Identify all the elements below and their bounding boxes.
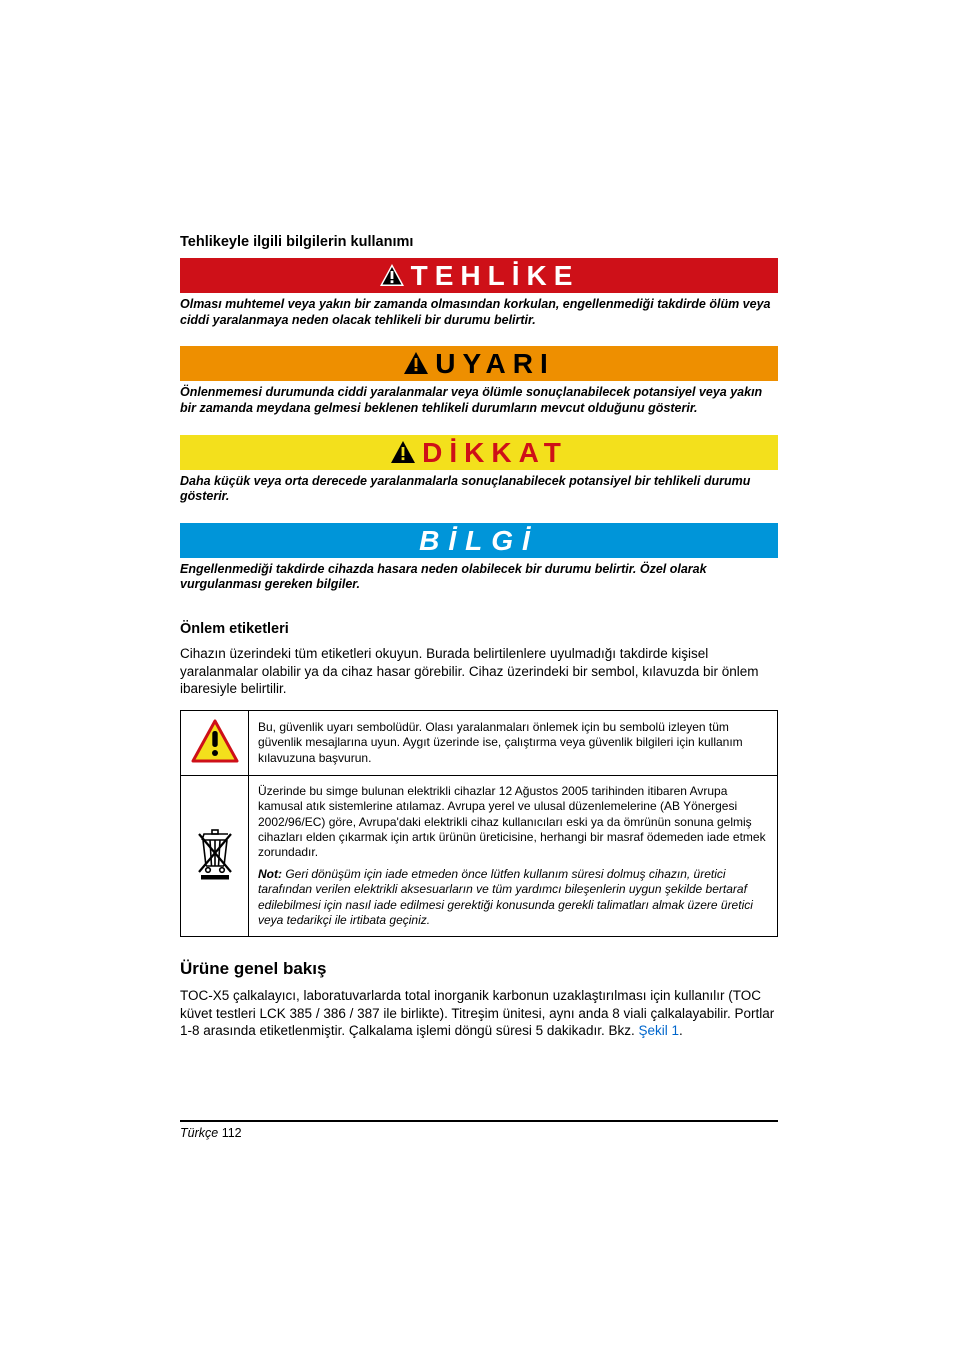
- footer-page-number: 112: [222, 1126, 242, 1140]
- banner-dikkat: DİKKAT: [180, 435, 778, 470]
- banner-bilgi: BİLGİ: [180, 523, 778, 558]
- banner-dikkat-label: DİKKAT: [422, 439, 568, 467]
- symbol-cell-warning: [181, 710, 249, 775]
- banner-tehlike: TEHLİKE: [180, 258, 778, 293]
- hazard-info-heading: Tehlikeyle ilgili bilgilerin kullanımı: [180, 234, 778, 250]
- overview-text-b: .: [679, 1023, 683, 1038]
- banner-uyari-bar: UYARI: [180, 346, 778, 381]
- table-row: Bu, güvenlik uyarı sembolüdür. Olası yar…: [181, 710, 778, 775]
- alert-triangle-icon: [403, 351, 429, 375]
- overview-para: TOC-X5 çalkalayıcı, laboratuvarlarda tot…: [180, 987, 778, 1040]
- overview-text-a: TOC-X5 çalkalayıcı, laboratuvarlarda tot…: [180, 988, 774, 1038]
- banner-uyari-label: UYARI: [435, 350, 555, 378]
- banner-bilgi-note: Engellenmediği takdirde cihazda hasara n…: [180, 562, 778, 593]
- weee-note: Not: Geri dönüşüm için iade etmeden önce…: [258, 867, 753, 927]
- figure-1-link[interactable]: Şekil 1: [638, 1023, 679, 1038]
- symbol-table: Bu, güvenlik uyarı sembolüdür. Olası yar…: [180, 710, 778, 938]
- page-footer: Türkçe 112: [180, 1120, 778, 1140]
- banner-uyari: UYARI: [180, 346, 778, 381]
- banner-bilgi-bar: BİLGİ: [180, 523, 778, 558]
- weee-bin-icon: [193, 826, 237, 882]
- precaution-para: Cihazın üzerindeki tüm etiketleri okuyun…: [180, 645, 778, 698]
- banner-bilgi-label: BİLGİ: [419, 527, 539, 555]
- banner-tehlike-bar: TEHLİKE: [180, 258, 778, 293]
- table-row: Üzerinde bu simge bulunan elektrikli cih…: [181, 776, 778, 937]
- weee-para1: Üzerinde bu simge bulunan elektrikli cih…: [258, 784, 766, 859]
- symbol-desc-weee: Üzerinde bu simge bulunan elektrikli cih…: [249, 776, 778, 937]
- banner-uyari-note: Önlenmemesi durumunda ciddi yaralanmalar…: [180, 385, 778, 416]
- symbol-desc-warning: Bu, güvenlik uyarı sembolüdür. Olası yar…: [249, 710, 778, 775]
- banner-tehlike-label: TEHLİKE: [411, 262, 580, 290]
- alert-triangle-icon: [379, 263, 405, 287]
- precaution-heading: Önlem etiketleri: [180, 621, 778, 637]
- footer-language: Türkçe: [180, 1126, 218, 1140]
- banner-tehlike-note: Olması muhtemel veya yakın bir zamanda o…: [180, 297, 778, 328]
- banner-dikkat-bar: DİKKAT: [180, 435, 778, 470]
- alert-triangle-icon: [390, 440, 416, 464]
- banner-dikkat-note: Daha küçük veya orta derecede yaralanmal…: [180, 474, 778, 505]
- symbol-cell-weee: [181, 776, 249, 937]
- overview-heading: Ürüne genel bakış: [180, 959, 778, 979]
- warning-triangle-icon: [191, 719, 239, 763]
